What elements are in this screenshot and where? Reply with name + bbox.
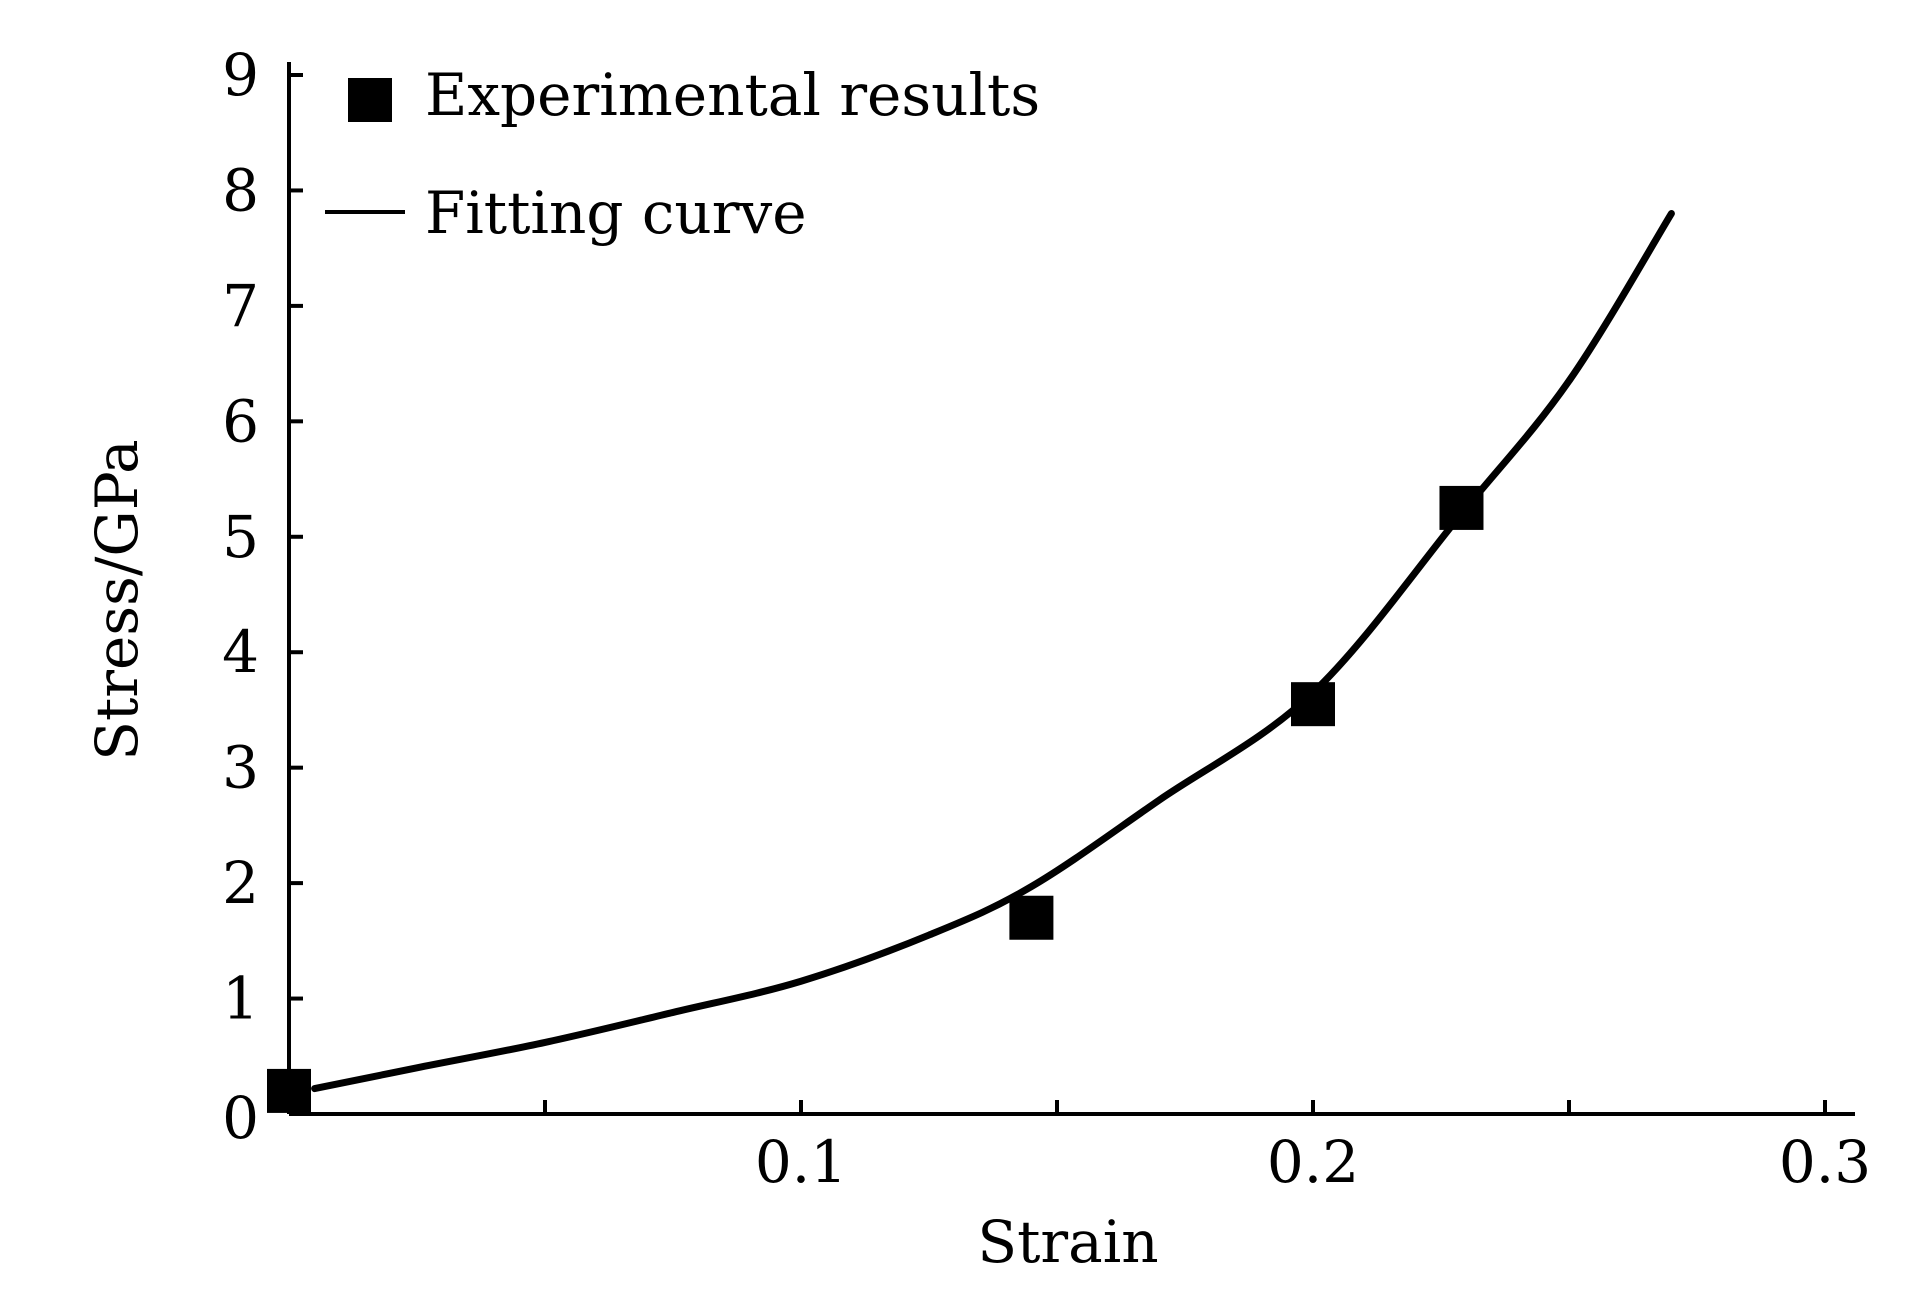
y-tick-label: 2 (222, 849, 259, 917)
legend: Experimental results Fitting curve (325, 61, 1040, 247)
y-tick-label: 5 (222, 503, 259, 571)
x-axis-title: Strain (977, 1208, 1158, 1276)
y-tick-label: 3 (222, 734, 259, 802)
y-tick-label: 8 (222, 156, 259, 224)
x-ticks: 0.1 0.2 0.3 (543, 1100, 1871, 1196)
x-tick-label: 0.1 (755, 1128, 847, 1196)
plot-area (267, 210, 1675, 1113)
y-tick-label: 1 (222, 965, 259, 1033)
legend-square-marker (348, 78, 392, 122)
y-tick-label: 9 (222, 41, 259, 109)
fitting-curve-line (311, 210, 1675, 1093)
legend-label-experimental: Experimental results (425, 61, 1040, 129)
y-tick-label: 4 (222, 618, 259, 686)
y-tick-label: 0 (222, 1084, 259, 1152)
y-tick-label: 7 (222, 272, 259, 340)
x-tick-label: 0.2 (1267, 1128, 1359, 1196)
x-tick-label: 0.3 (1779, 1128, 1871, 1196)
legend-label-fitting: Fitting curve (425, 179, 807, 247)
experimental-point (1439, 485, 1484, 530)
axes (287, 62, 1855, 1116)
experimental-point (267, 1068, 311, 1113)
y-axis-title: Stress/GPa (83, 439, 151, 761)
y-ticks: 0 1 2 3 4 5 6 7 8 9 (222, 41, 303, 1152)
experimental-point (1291, 682, 1335, 727)
experimental-point (1009, 895, 1054, 940)
y-tick-label: 6 (222, 387, 259, 455)
